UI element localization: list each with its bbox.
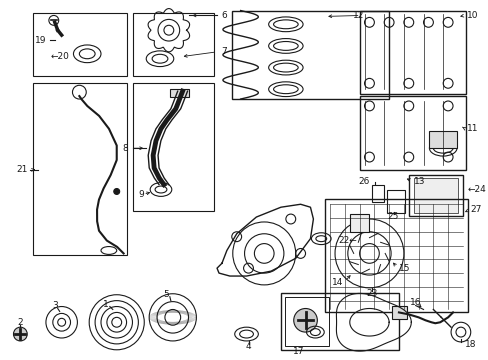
Text: 7: 7 (221, 47, 226, 56)
Circle shape (114, 189, 120, 194)
Text: 17: 17 (292, 347, 304, 356)
Bar (133, 13, 214, 76)
Text: 19: 19 (35, 36, 46, 45)
Text: 13: 13 (413, 177, 425, 186)
Text: 2: 2 (18, 318, 23, 327)
Text: 5: 5 (163, 290, 168, 299)
Text: 26: 26 (357, 177, 369, 186)
Bar (133, 83, 214, 211)
Bar (391, 306, 406, 319)
Text: 15: 15 (398, 264, 409, 273)
Text: 6: 6 (221, 11, 226, 20)
Bar (33, 83, 126, 255)
Bar (325, 199, 467, 312)
Text: 4: 4 (245, 342, 251, 351)
Text: 9: 9 (138, 190, 144, 199)
Text: 16: 16 (409, 298, 421, 307)
Bar (413, 178, 457, 213)
Bar (386, 189, 404, 213)
Text: 21: 21 (17, 165, 28, 174)
Text: 1: 1 (103, 300, 108, 309)
Text: 10: 10 (466, 11, 477, 20)
Text: ←20: ←20 (51, 52, 69, 61)
Bar (33, 13, 126, 76)
Bar (169, 89, 189, 97)
Text: 23: 23 (366, 289, 377, 298)
Circle shape (293, 309, 317, 332)
Text: 11: 11 (466, 124, 477, 133)
Text: 25: 25 (386, 212, 398, 221)
Text: 3: 3 (52, 301, 58, 310)
Bar (285, 297, 328, 346)
Bar (349, 214, 369, 232)
Bar (372, 185, 384, 202)
Text: 22←: 22← (337, 236, 356, 245)
Circle shape (14, 327, 27, 341)
Bar (359, 96, 465, 170)
Bar (231, 10, 388, 99)
Bar (428, 131, 456, 148)
Text: 27: 27 (470, 205, 481, 214)
Text: 12: 12 (352, 11, 364, 20)
Bar (408, 175, 462, 216)
Text: 14: 14 (331, 278, 342, 287)
Bar (281, 293, 398, 350)
Bar (359, 10, 465, 94)
Text: 18: 18 (464, 340, 475, 349)
Text: ←24: ←24 (467, 185, 486, 194)
Text: 8: 8 (122, 144, 128, 153)
